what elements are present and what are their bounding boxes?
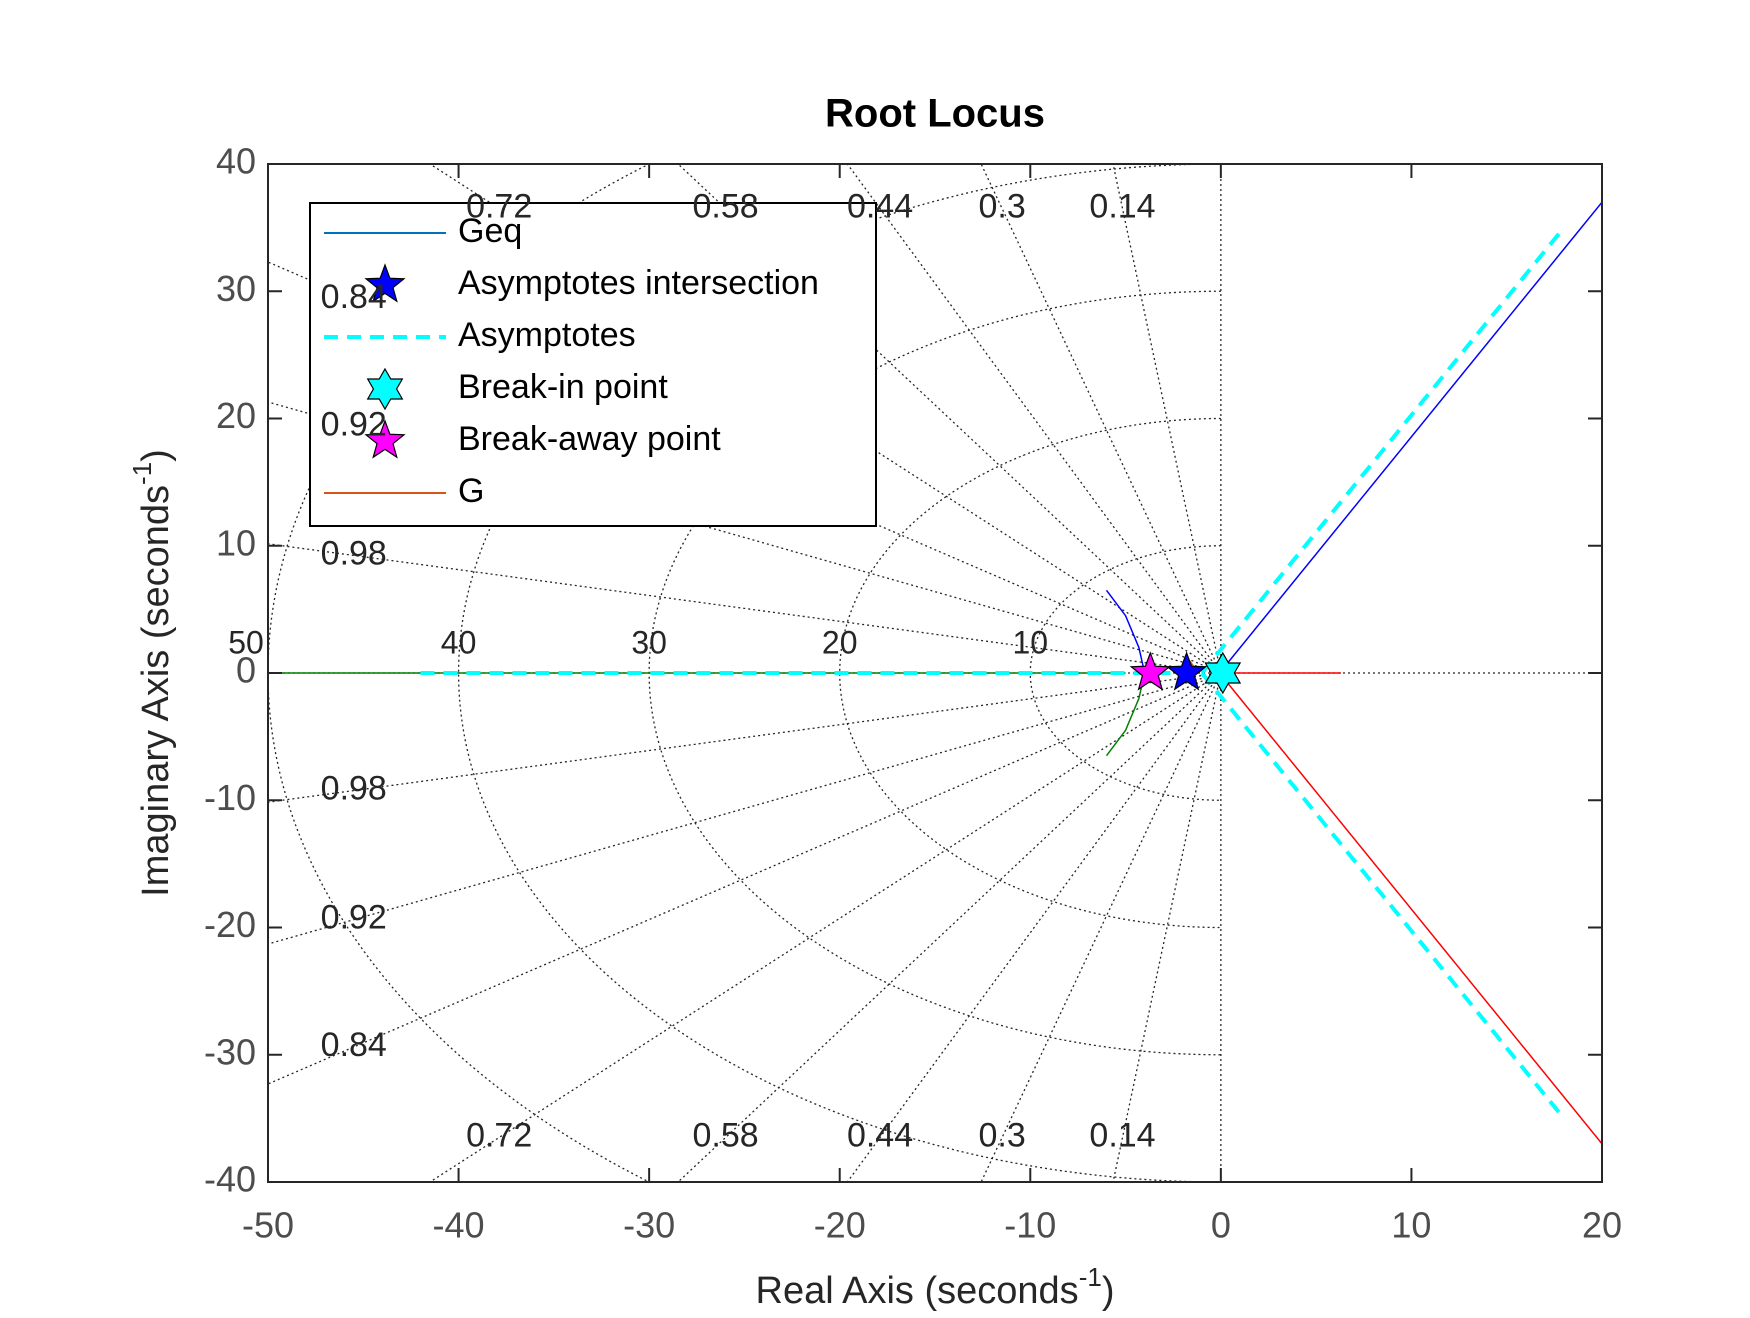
y-tick-label: 10 (216, 522, 256, 563)
wn-label: 20 (822, 624, 858, 660)
y-tick-label: -40 (204, 1159, 256, 1200)
zeta-label: 0.92 (321, 899, 387, 937)
star-marker (364, 419, 406, 459)
zeta-label: 0.92 (321, 405, 387, 443)
x-tick-label: 0 (1211, 1205, 1231, 1246)
x-axis-label: Real Axis (seconds-1) (756, 1262, 1115, 1312)
zeta-label: 0.14 (1089, 1116, 1155, 1154)
x-tick-label: -50 (242, 1205, 294, 1246)
zeta-label: 0.84 (321, 278, 387, 316)
star-marker (1165, 651, 1208, 691)
y-tick-label: -30 (204, 1031, 256, 1072)
zeta-ray (428, 672, 1222, 1182)
wn-label: 10 (1012, 624, 1048, 660)
x-tick-label: -30 (623, 1205, 675, 1246)
y-axis-label-text: Imaginary Axis (seconds (135, 485, 177, 897)
legend-label: Asymptotes intersection (458, 264, 819, 302)
locus-branch (1224, 201, 1602, 668)
legend-label: Geq (458, 212, 522, 250)
asymptote (1200, 671, 1566, 1120)
plot-area (268, 201, 1602, 1145)
zeta-label: 0.44 (847, 1116, 913, 1154)
wn-label: 30 (631, 624, 667, 660)
zeta-ray (846, 672, 1222, 1182)
locus-branch (1105, 589, 1146, 674)
wn-label: 50 (228, 624, 264, 660)
y-tick-label: 20 (216, 395, 256, 436)
legend-label: Break-in point (458, 368, 668, 406)
y-tick-label: 40 (216, 141, 256, 182)
legend-label: Break-away point (458, 420, 721, 458)
zeta-label: 0.72 (466, 1116, 532, 1154)
y-axis-label: Imaginary Axis (seconds-1) (127, 449, 177, 897)
x-tick-label: 10 (1391, 1205, 1431, 1246)
hexagram-marker (1204, 651, 1242, 695)
asymptote (1200, 226, 1566, 675)
zeta-label: 0.3 (978, 1116, 1025, 1154)
star-marker (364, 263, 406, 303)
zeta-label: 0.14 (1089, 188, 1155, 226)
locus-branch (1224, 678, 1602, 1145)
star-marker (1129, 651, 1172, 691)
wn-label: 40 (441, 624, 477, 660)
x-tick-label: -40 (433, 1205, 485, 1246)
y-axis-label-end: ) (135, 449, 177, 462)
zeta-label: 0.58 (693, 1116, 759, 1154)
x-axis-label-end: ) (1102, 1270, 1115, 1312)
y-tick-label: 0 (236, 650, 256, 691)
legend-label: G (458, 472, 484, 510)
x-axis-label-text: Real Axis (seconds (756, 1270, 1079, 1312)
chart-title: Root Locus (825, 92, 1045, 136)
zeta-label: 0.58 (693, 188, 759, 226)
zeta-label: 0.98 (321, 770, 387, 808)
zeta-ray (846, 164, 1222, 674)
y-tick-label: 30 (216, 268, 256, 309)
x-axis-label-sup: -1 (1079, 1262, 1102, 1292)
hexagram-marker (366, 367, 404, 411)
x-tick-label: 20 (1582, 1205, 1622, 1246)
x-tick-label: -20 (814, 1205, 866, 1246)
zeta-ray (268, 672, 1222, 1085)
legend: Geq Asymptotes intersection Asymptotes Brea… (309, 202, 877, 527)
zeta-label: 0.3 (978, 188, 1025, 226)
zeta-label: 0.98 (321, 534, 387, 572)
axes: -50 -40 -30 -20 -10 0 10 20 -40 -30 -20 -10 0 10 20 30 4… (204, 141, 1622, 1246)
y-tick-label: -20 (204, 904, 256, 945)
zeta-label: 0.84 (321, 1026, 387, 1064)
zeta-label: 0.72 (466, 188, 532, 226)
zeta-ray (268, 672, 1222, 945)
y-tick-label: -10 (204, 777, 256, 818)
zeta-label: 0.44 (847, 188, 913, 226)
y-axis-label-sup: -1 (127, 462, 157, 485)
x-tick-label: -10 (1004, 1205, 1056, 1246)
legend-label: Asymptotes (458, 316, 636, 354)
legend-box (309, 202, 877, 527)
